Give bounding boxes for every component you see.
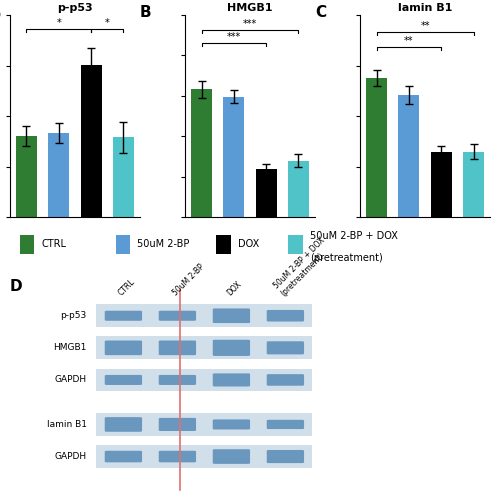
Text: CTRL: CTRL (117, 278, 137, 297)
FancyBboxPatch shape (96, 304, 312, 327)
Text: HMGB1: HMGB1 (54, 344, 87, 352)
Text: DOX: DOX (225, 280, 243, 297)
FancyBboxPatch shape (212, 449, 250, 464)
Bar (224, 96, 244, 218)
Bar (256, 168, 276, 218)
Title: lamin B1: lamin B1 (398, 3, 452, 13)
Text: **: ** (404, 36, 413, 46)
Bar (463, 152, 484, 218)
Text: *: * (56, 18, 61, 28)
FancyBboxPatch shape (104, 340, 142, 355)
Text: ***: *** (243, 18, 257, 28)
Text: (pretreatment): (pretreatment) (310, 253, 383, 263)
FancyBboxPatch shape (212, 308, 250, 323)
FancyBboxPatch shape (96, 336, 312, 359)
Text: CTRL: CTRL (41, 239, 66, 249)
Text: GAPDH: GAPDH (54, 452, 87, 461)
Text: ***: *** (226, 32, 241, 42)
Text: **: ** (420, 21, 430, 31)
Text: p-p53: p-p53 (60, 311, 87, 320)
Text: B: B (140, 5, 151, 20)
Bar (431, 152, 452, 218)
FancyBboxPatch shape (158, 310, 196, 321)
Bar (16, 136, 37, 218)
FancyBboxPatch shape (96, 368, 312, 392)
FancyBboxPatch shape (104, 375, 142, 385)
Bar (191, 90, 212, 218)
FancyBboxPatch shape (158, 451, 196, 462)
Text: 50uM 2-BP + DOX: 50uM 2-BP + DOX (310, 231, 398, 241)
FancyBboxPatch shape (158, 340, 196, 355)
Text: D: D (10, 279, 22, 294)
Text: 50uM 2-BP + DOX
(pretreatment): 50uM 2-BP + DOX (pretreatment) (272, 236, 334, 298)
FancyBboxPatch shape (158, 418, 196, 431)
Text: GAPDH: GAPDH (54, 376, 87, 384)
Bar (113, 138, 134, 218)
FancyBboxPatch shape (266, 374, 304, 386)
FancyBboxPatch shape (104, 310, 142, 321)
FancyBboxPatch shape (96, 413, 312, 436)
FancyBboxPatch shape (104, 417, 142, 432)
FancyBboxPatch shape (212, 340, 250, 356)
FancyBboxPatch shape (266, 450, 304, 463)
FancyBboxPatch shape (288, 235, 303, 254)
Bar (288, 160, 309, 218)
Title: p-p53: p-p53 (57, 3, 92, 13)
FancyBboxPatch shape (266, 420, 304, 429)
FancyBboxPatch shape (266, 310, 304, 322)
FancyBboxPatch shape (216, 235, 231, 254)
FancyBboxPatch shape (116, 235, 130, 254)
Text: lamin B1: lamin B1 (47, 420, 87, 429)
Bar (366, 78, 387, 218)
FancyBboxPatch shape (104, 451, 142, 462)
Bar (80, 64, 102, 218)
Bar (48, 134, 69, 218)
FancyBboxPatch shape (96, 445, 312, 468)
FancyBboxPatch shape (212, 420, 250, 430)
FancyBboxPatch shape (20, 235, 34, 254)
Text: *: * (105, 18, 110, 28)
Title: HMGB1: HMGB1 (227, 3, 272, 13)
FancyBboxPatch shape (158, 375, 196, 385)
Text: C: C (315, 5, 326, 20)
Text: 50uM 2-BP: 50uM 2-BP (137, 239, 190, 249)
Text: DOX: DOX (238, 239, 259, 249)
Bar (398, 95, 419, 218)
FancyBboxPatch shape (266, 342, 304, 354)
Text: 50uM 2-BP: 50uM 2-BP (171, 262, 206, 298)
FancyBboxPatch shape (212, 374, 250, 386)
